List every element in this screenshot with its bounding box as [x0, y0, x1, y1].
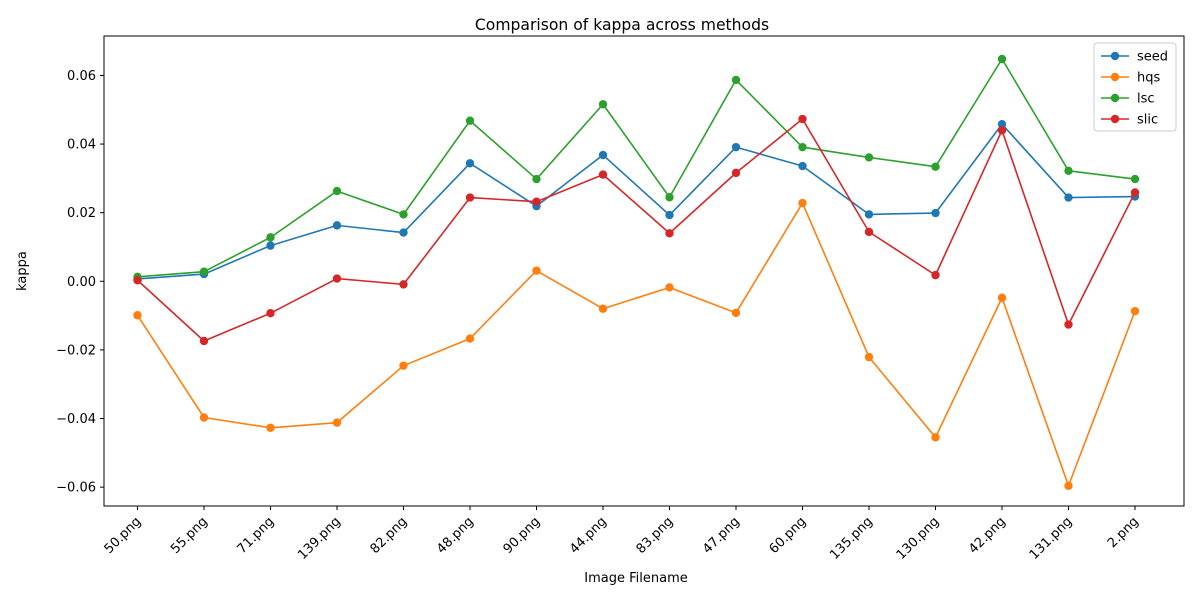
data-point-seed — [997, 119, 1007, 129]
data-point-hqs — [864, 352, 874, 362]
y-tick-label: 0.04 — [67, 138, 96, 153]
x-axis-label: Image Filename — [584, 571, 687, 586]
data-point-lsc — [332, 186, 342, 196]
data-point-slic — [864, 227, 874, 237]
data-point-hqs — [399, 361, 408, 370]
data-point-seed — [864, 210, 874, 219]
data-point-seed — [465, 159, 475, 168]
data-point-hqs — [532, 266, 541, 275]
data-point-slic — [997, 126, 1007, 135]
series-line-lsc — [137, 58, 1136, 278]
data-point-seed — [665, 210, 674, 220]
data-point-seed — [399, 228, 408, 237]
data-point-lsc — [532, 174, 541, 184]
data-point-lsc — [598, 100, 608, 109]
legend-label-slic: slic — [1137, 113, 1158, 128]
data-point-hqs — [997, 293, 1007, 302]
data-point-hqs — [598, 304, 608, 313]
data-point-slic — [399, 280, 408, 289]
data-point-hqs — [266, 423, 275, 432]
y-axis-ticks: −0.06 −0.04 −0.02 0.00 0.02 0.04 0.06 — [56, 69, 104, 496]
data-point-slic — [133, 276, 142, 285]
data-point-slic — [532, 197, 541, 206]
series-slic — [133, 114, 1140, 346]
data-point-hqs — [798, 198, 807, 208]
data-point-slic — [931, 270, 940, 280]
legend: seed hqs lsc slic — [1093, 42, 1177, 132]
series-line-slic — [136, 118, 1136, 342]
data-point-hqs — [133, 311, 142, 320]
data-point-seed — [598, 150, 608, 160]
data-point-lsc — [1130, 174, 1140, 184]
data-point-slic — [1130, 188, 1140, 197]
data-point-lsc — [798, 142, 807, 152]
series-hqs — [133, 198, 1140, 490]
y-tick-label: 0.06 — [67, 69, 96, 84]
data-point-seed — [798, 161, 807, 171]
legend-box — [1093, 42, 1177, 132]
y-axis-label: kappa — [15, 251, 30, 291]
series-lsc — [133, 54, 1140, 282]
plot-area-frame — [103, 35, 1185, 507]
data-point-slic — [465, 193, 475, 202]
data-point-seed — [1064, 193, 1073, 202]
data-point-slic — [598, 170, 608, 179]
series-layer — [133, 54, 1140, 490]
legend-label-lsc: lsc — [1137, 92, 1155, 107]
data-point-hqs — [1130, 306, 1140, 316]
data-point-lsc — [266, 233, 275, 242]
legend-marker-seed — [1110, 51, 1120, 61]
data-point-slic — [266, 308, 275, 318]
data-point-lsc — [465, 116, 475, 125]
data-point-slic — [199, 336, 209, 346]
data-point-hqs — [731, 308, 741, 318]
data-point-hqs — [665, 283, 674, 292]
legend-marker-hqs — [1110, 72, 1120, 82]
data-point-slic — [332, 274, 342, 283]
data-point-seed — [731, 142, 741, 152]
data-point-lsc — [665, 193, 674, 202]
y-tick-label: 0.00 — [67, 275, 96, 290]
data-point-lsc — [199, 267, 209, 276]
data-point-hqs — [931, 433, 940, 442]
data-point-lsc — [997, 54, 1007, 64]
y-tick-label: −0.02 — [56, 343, 96, 358]
series-line-hqs — [136, 202, 1136, 487]
y-tick-label: −0.04 — [56, 412, 96, 427]
legend-marker-slic — [1110, 114, 1120, 124]
legend-label-hqs: hqs — [1137, 71, 1160, 86]
data-point-lsc — [931, 162, 940, 171]
data-point-lsc — [864, 153, 874, 162]
data-point-seed — [266, 241, 275, 250]
y-tick-label: −0.06 — [56, 481, 96, 496]
legend-marker-lsc — [1110, 93, 1120, 103]
chart-title: Comparison of kappa across methods — [475, 16, 769, 34]
data-point-slic — [665, 229, 674, 238]
data-point-lsc — [1064, 166, 1073, 176]
data-point-slic — [731, 168, 741, 178]
series-line-seed — [137, 123, 1136, 280]
data-point-hqs — [1064, 481, 1073, 490]
data-point-slic — [1064, 320, 1073, 329]
data-point-hqs — [465, 334, 475, 343]
data-point-hqs — [332, 418, 342, 427]
data-point-slic — [798, 114, 807, 124]
legend-label-seed: seed — [1137, 50, 1168, 65]
y-tick-label: 0.02 — [67, 206, 96, 221]
data-point-seed — [332, 221, 342, 230]
data-point-seed — [931, 208, 940, 218]
data-point-hqs — [199, 413, 209, 422]
data-point-lsc — [399, 210, 408, 219]
data-point-lsc — [731, 75, 741, 85]
